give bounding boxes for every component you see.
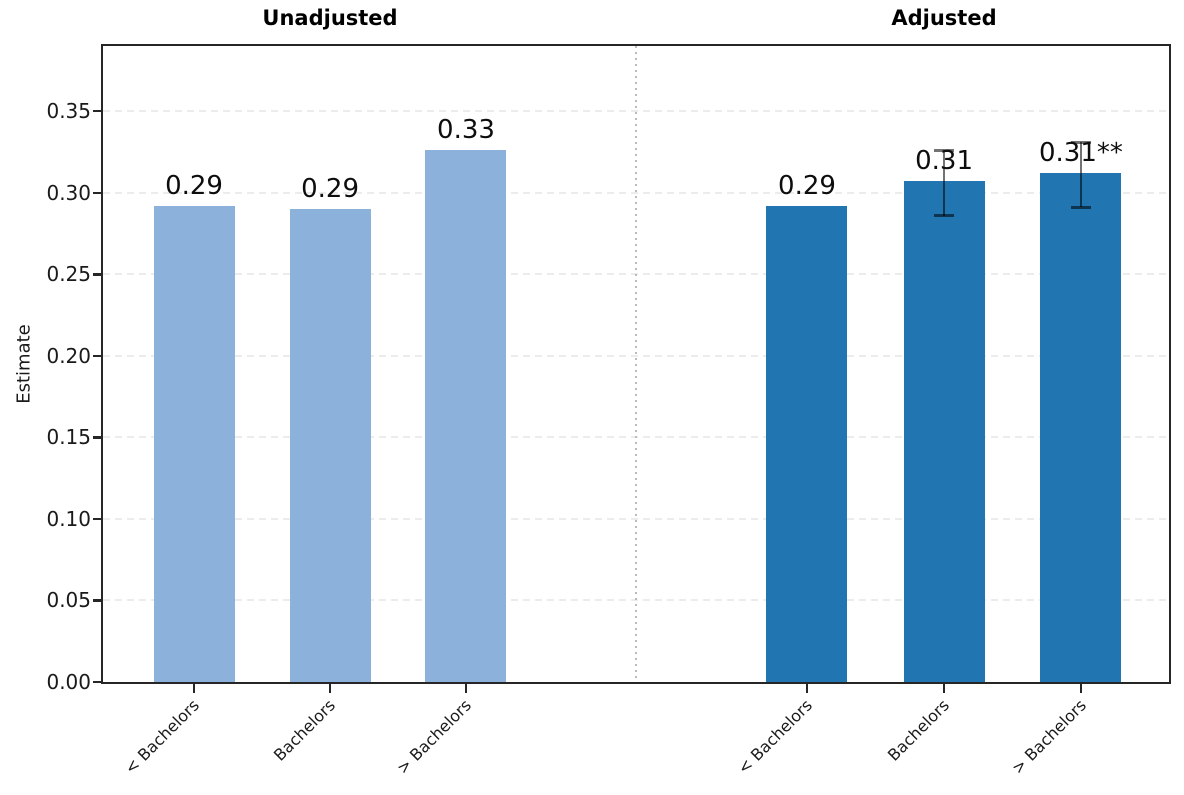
plot-area: 0.29 0.29 0.33 0.29 0.31 0.31**	[103, 46, 1169, 682]
y-tick-0.20	[93, 354, 101, 358]
bar-value-label-unadjusted-bachelors: 0.29	[301, 174, 359, 205]
error-bar-cap-bottom-adjusted-bachelors	[934, 214, 955, 218]
y-tick-label-0.30: 0.30	[46, 180, 91, 205]
error-bar-cap-top-adjusted-bachelors	[934, 148, 955, 152]
y-tick-label-0.10: 0.10	[46, 506, 91, 531]
bar-value-label-adjusted-bachelors: 0.31	[915, 146, 974, 177]
bar-unadjusted-bachelors	[153, 205, 235, 682]
y-tick-0.30	[93, 191, 101, 195]
x-tick-label-unadjusted-bachelors: > Bachelors	[392, 695, 475, 778]
bar-value-label-adjusted-bachelors: 0.29	[778, 170, 836, 201]
y-tick-0.25	[93, 273, 101, 276]
y-tick-0.00	[93, 680, 101, 684]
x-tick-label-adjusted-bachelors: < Bachelors	[733, 695, 817, 778]
error-bar-cap-top-adjusted-bachelors	[1070, 140, 1091, 144]
error-bar-line-adjusted-bachelors	[1079, 142, 1082, 208]
x-tick-label-unadjusted-bachelors: < Bachelors	[120, 695, 204, 778]
bar-value-label-unadjusted-bachelors: 0.33	[437, 115, 495, 146]
bar-adjusted-bachelors	[766, 205, 848, 682]
bar-unadjusted-bachelors	[425, 150, 507, 682]
bar-value-label-unadjusted-bachelors: 0.29	[165, 170, 223, 201]
panel-title-unadjusted: Unadjusted	[262, 6, 398, 30]
y-tick-label-0.15: 0.15	[46, 425, 91, 450]
y-tick-label-0.00: 0.00	[46, 670, 91, 694]
bar-value-label-adjusted-bachelors: 0.31**	[1038, 138, 1123, 169]
x-tick-adjusted-bachelors	[805, 684, 809, 693]
x-tick-unadjusted-bachelors	[192, 684, 196, 693]
bar-unadjusted-bachelors	[289, 209, 371, 682]
x-tick-label-adjusted-bachelors: > Bachelors	[1007, 695, 1090, 778]
y-tick-label-0.25: 0.25	[46, 262, 91, 287]
panel-divider	[635, 46, 637, 682]
bar-adjusted-bachelors	[1040, 173, 1122, 682]
y-tick-label-0.05: 0.05	[46, 588, 91, 613]
x-tick-adjusted-bachelors	[942, 684, 946, 693]
x-tick-label-adjusted-bachelors: Bachelors	[883, 695, 954, 765]
y-tick-label-0.35: 0.35	[46, 99, 91, 124]
panel-title-adjusted: Adjusted	[891, 6, 997, 30]
x-tick-adjusted-bachelors	[1079, 684, 1083, 693]
x-tick-unadjusted-bachelors	[464, 684, 468, 693]
y-tick-0.10	[93, 517, 101, 521]
error-bar-cap-bottom-adjusted-bachelors	[1070, 205, 1091, 209]
error-bar-line-adjusted-bachelors	[943, 150, 946, 216]
y-tick-0.05	[93, 599, 101, 602]
y-tick-0.15	[93, 436, 101, 439]
y-tick-0.35	[93, 109, 101, 113]
y-tick-label-0.20: 0.20	[46, 343, 91, 368]
x-tick-label-unadjusted-bachelors: Bachelors	[269, 695, 340, 765]
x-tick-unadjusted-bachelors	[328, 684, 332, 693]
bar-adjusted-bachelors	[903, 181, 985, 682]
